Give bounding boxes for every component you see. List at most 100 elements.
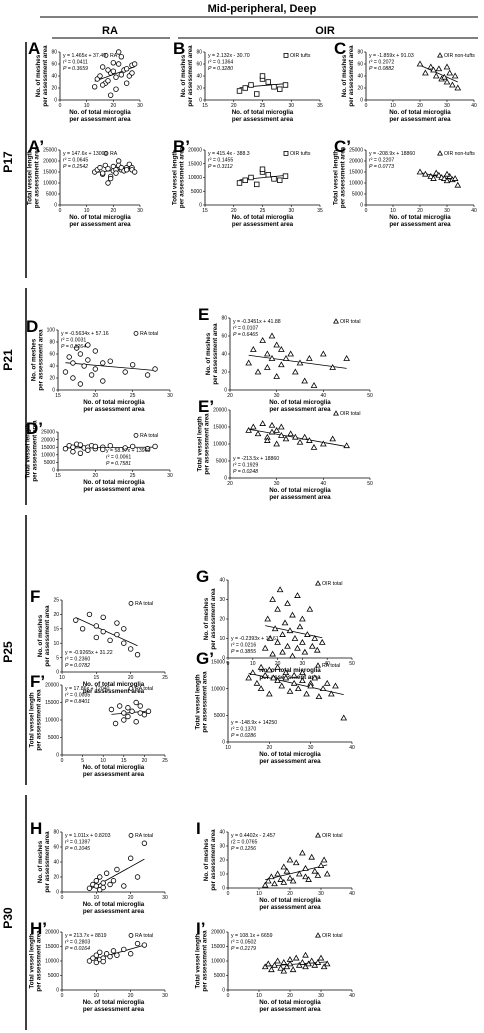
data-point	[141, 942, 148, 948]
data-point	[127, 855, 134, 861]
data-point	[112, 720, 119, 727]
y-tick-label: 0	[56, 670, 59, 676]
y-tick-label: 5000	[48, 973, 59, 979]
data-point	[284, 599, 291, 606]
legend-label: OIR tufts	[290, 151, 311, 157]
col-head-ra: RA	[102, 25, 118, 37]
data-point	[121, 946, 127, 953]
data-point	[274, 870, 281, 877]
x-tick-label: 20	[142, 758, 148, 764]
panel-letter: B’	[173, 137, 190, 156]
data-point	[77, 381, 84, 387]
y-tick-label: 20000	[45, 683, 59, 689]
x-tick-label: 30	[444, 208, 450, 214]
data-point	[85, 342, 91, 348]
data-point	[88, 372, 95, 378]
data-point	[90, 955, 96, 961]
data-point	[73, 345, 80, 351]
regression-stat: P = 0.0782	[65, 663, 90, 669]
y-axis-label: per assessment area	[36, 930, 43, 992]
data-point	[329, 364, 337, 370]
x-tick-label: 10	[390, 103, 396, 109]
legend-marker	[283, 150, 289, 156]
y-axis-label: Total vessel length	[195, 933, 202, 988]
data-point	[290, 679, 298, 686]
legend-marker	[133, 432, 139, 438]
panel-f: F 10 15 20 25 0 5 10 15 20 25 No. of total microgli…	[30, 587, 168, 695]
data-point	[99, 82, 106, 88]
data-point	[97, 874, 103, 880]
data-point	[435, 171, 443, 178]
legend-label: OIR non-tufts	[444, 151, 475, 157]
legend-label: RA total	[135, 601, 153, 607]
y-tick-label: 5	[56, 655, 59, 661]
panel-f2: F’ 0 5 10 15 20 25 0 5000 10000 15000 20000 No. of t…	[29, 672, 168, 778]
y-tick-label: 20	[219, 858, 225, 864]
regression-stat: r² = 0.1370	[231, 727, 256, 733]
regression-stat: y = 147.6x + 13000	[63, 151, 108, 157]
legend-label: OIR non-tufts	[444, 53, 475, 59]
y-tick-label: 15000	[349, 170, 363, 176]
data-point	[114, 631, 120, 638]
data-point	[289, 877, 297, 884]
data-point	[273, 426, 281, 433]
data-point	[343, 442, 351, 449]
x-tick-label: 0	[365, 103, 368, 109]
data-point	[310, 382, 318, 388]
data-point	[129, 362, 136, 368]
y-tick-label: 5000	[214, 713, 225, 719]
data-point	[299, 677, 306, 684]
data-point	[274, 677, 281, 684]
legend-label: RA total	[140, 433, 158, 439]
data-point	[292, 954, 300, 961]
data-point	[299, 638, 306, 645]
data-point	[454, 84, 462, 91]
legend-marker	[437, 150, 443, 156]
x-axis-label: per assessment area	[232, 116, 294, 123]
y-tick-label: 15000	[41, 445, 55, 451]
y-axis-label: per assessment area	[202, 671, 209, 733]
regression-line	[75, 617, 138, 647]
x-axis-label: per assessment area	[389, 221, 451, 228]
data-point	[323, 870, 331, 877]
data-point	[245, 426, 253, 433]
regression-stat: P = 0.1045	[65, 846, 90, 852]
y-axis-label: Total vessel length	[29, 692, 36, 747]
y-axis-label: per assessment area	[37, 329, 44, 391]
x-tick-label: 25	[162, 675, 168, 681]
x-tick-label: 20	[128, 895, 134, 901]
x-tick-label: 20	[227, 393, 233, 399]
data-point	[454, 181, 462, 188]
legend-marker	[333, 318, 339, 324]
x-tick-label: 10	[225, 745, 231, 751]
y-tick-label: 40	[219, 578, 225, 584]
data-point	[311, 674, 319, 681]
x-tick-label: 30	[167, 393, 173, 399]
x-tick-label: 30	[162, 993, 168, 999]
x-tick-label: 0	[61, 758, 64, 764]
x-axis-label: No. of total microglia	[232, 214, 294, 221]
data-point	[92, 348, 99, 354]
y-tick-label: 20000	[43, 159, 57, 165]
data-point	[280, 863, 288, 870]
regression-stat: r² = 0.2207	[369, 158, 394, 164]
data-point	[277, 423, 285, 430]
panel-a2: A’ 0 10 20 30 0 5000 10000 15000 20000 25000 No. of…	[27, 137, 143, 228]
y-tick-label: 15	[53, 627, 59, 633]
regression-stat: r² = 0.0502	[231, 940, 256, 946]
data-point	[110, 68, 117, 74]
data-point	[294, 592, 301, 598]
data-point	[451, 175, 459, 181]
legend-label: RA total	[135, 833, 153, 839]
data-point	[115, 158, 122, 164]
x-axis-label: per assessment area	[259, 1006, 321, 1013]
panel-i2: I’ 0 10 20 30 40 0 5000 10000 15000 20000 No. of to…	[195, 919, 355, 1013]
y-tick-label: 20	[357, 86, 363, 92]
data-point	[85, 447, 91, 453]
data-point	[303, 690, 310, 697]
data-point	[311, 635, 319, 641]
data-point	[268, 355, 276, 361]
data-point	[100, 378, 106, 384]
data-point	[107, 358, 113, 364]
y-axis-label: No. of meshes	[37, 614, 44, 657]
